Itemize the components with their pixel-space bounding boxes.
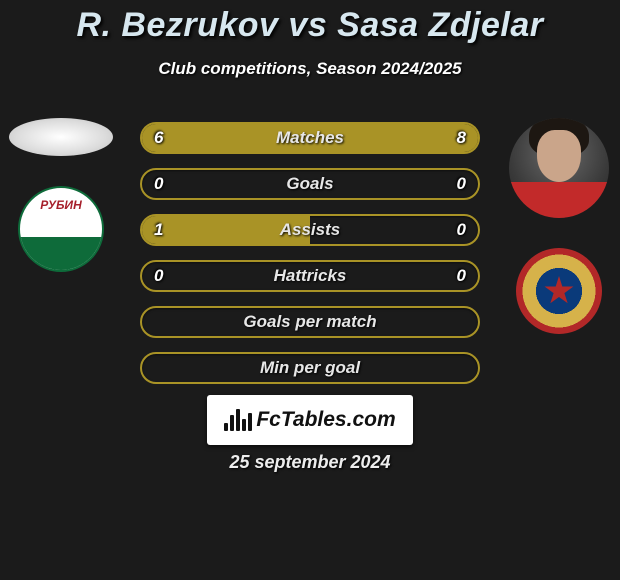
crest-left-text: РУБИН xyxy=(20,198,102,212)
stat-bar: 10Assists xyxy=(140,214,480,246)
club-crest-right xyxy=(516,248,602,334)
stat-label: Goals per match xyxy=(142,312,478,332)
stat-label: Assists xyxy=(142,220,478,240)
fctables-badge: FcTables.com xyxy=(207,395,413,445)
footer-date: 25 september 2024 xyxy=(0,452,620,473)
left-player-column: РУБИН xyxy=(6,118,116,272)
stat-label: Min per goal xyxy=(142,358,478,378)
stat-bar: 00Hattricks xyxy=(140,260,480,292)
fctables-text: FcTables.com xyxy=(256,408,395,432)
subtitle: Club competitions, Season 2024/2025 xyxy=(0,59,620,79)
stat-label: Hattricks xyxy=(142,266,478,286)
player-right-jersey xyxy=(509,182,609,218)
page-title: R. Bezrukov vs Sasa Zdjelar xyxy=(0,0,620,45)
club-crest-left: РУБИН xyxy=(18,186,104,272)
player-left-portrait xyxy=(9,118,113,156)
stat-bar: Min per goal xyxy=(140,352,480,384)
stat-label: Matches xyxy=(142,128,478,148)
stat-label: Goals xyxy=(142,174,478,194)
stat-bar: 68Matches xyxy=(140,122,480,154)
stat-bar: Goals per match xyxy=(140,306,480,338)
stat-bars: 68Matches 00Goals 10Assists 00Hattricks Goal… xyxy=(140,122,480,384)
stat-bar: 00Goals xyxy=(140,168,480,200)
right-player-column xyxy=(504,118,614,334)
player-right-portrait xyxy=(509,118,609,218)
bars-icon xyxy=(224,409,252,431)
